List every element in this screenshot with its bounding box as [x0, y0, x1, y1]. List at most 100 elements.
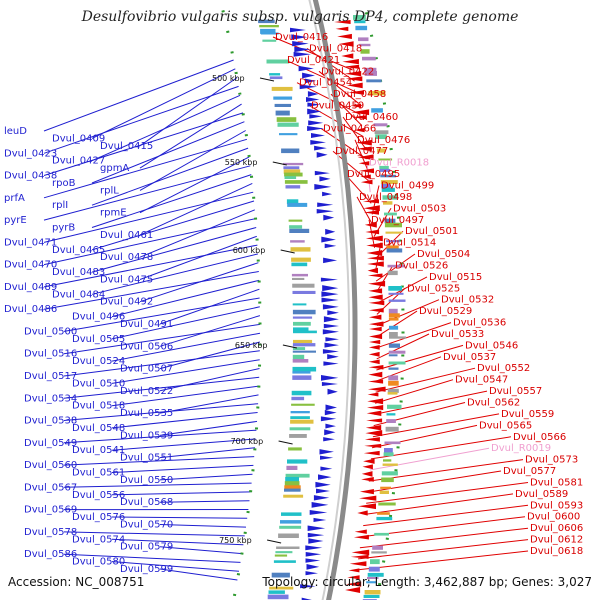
forward-cds-arrow [305, 558, 321, 563]
left-gene-label: Dvul_0522 [120, 386, 173, 397]
reverse-cds-arrow [348, 568, 360, 573]
left-gene-label: Dvul_0580 [72, 557, 125, 568]
left-connector [91, 200, 255, 251]
backbone-arc [312, 0, 358, 600]
left-connector [111, 385, 259, 407]
right-gene-label: Dvul_0532 [441, 295, 494, 306]
inner-analysis-block [292, 290, 316, 294]
inner-analysis-block [279, 133, 298, 136]
forward-cds-arrow [292, 40, 309, 47]
reverse-cds-arrow [364, 222, 377, 228]
outer-analysis-block [380, 174, 397, 178]
outer-analysis-block [379, 490, 389, 494]
forward-cds-arrow [323, 361, 339, 366]
reverse-cds-arrow [345, 76, 363, 82]
right-gene-label: Dvul_0573 [525, 455, 578, 466]
reverse-cds-arrow [352, 115, 367, 120]
tick-label: 550 kbp [225, 158, 258, 167]
inner-analysis-block [291, 262, 308, 267]
reverse-cds-arrow [368, 359, 380, 365]
right-gene-label: Dvul_0537 [443, 352, 496, 363]
forward-cds-arrow [316, 151, 328, 158]
outer-analysis-block [372, 545, 383, 550]
outer-analysis-block [371, 551, 387, 554]
right-gene-label: Dvul_0547 [455, 375, 508, 386]
inner-analysis-block [273, 96, 293, 100]
inner-analysis-block [292, 366, 317, 372]
reverse-cds-arrow [366, 250, 383, 256]
inner-analysis-block [293, 339, 313, 344]
inner-analysis-block [279, 525, 302, 529]
left-connector [111, 412, 258, 429]
inner-analysis-block [284, 172, 303, 177]
left-connector [111, 438, 256, 451]
forward-cds-arrow [322, 349, 339, 354]
left-gene-label: Dvul_0534 [24, 393, 77, 404]
right-connector [376, 344, 464, 371]
reverse-cds-arrow [356, 146, 372, 152]
outer-analysis-block [382, 463, 398, 466]
inner-analysis-block [291, 390, 312, 396]
reverse-cds-arrow [345, 586, 361, 593]
left-gene-label: pyrB [52, 223, 75, 234]
outer-analysis-block [388, 286, 402, 291]
forward-cds-arrow [300, 584, 316, 589]
inner-analysis-block [284, 176, 297, 179]
right-connector [308, 105, 364, 138]
left-gene-label: Dvul_0415 [100, 141, 153, 152]
outer-analysis-block [387, 270, 398, 276]
reverse-cds-arrow [354, 529, 367, 534]
reverse-cds-arrow [367, 386, 386, 392]
outer-analysis-block [370, 559, 380, 565]
forward-cds-arrow [323, 323, 339, 329]
left-gene-label: Dvul_0516 [24, 349, 77, 360]
left-connector [139, 182, 253, 236]
right-connector [374, 390, 488, 415]
outer-analysis-block [386, 419, 396, 423]
outer-analysis-block [354, 20, 366, 24]
reverse-cds-arrow [346, 581, 362, 587]
forward-cds-arrow [316, 208, 334, 214]
right-connector [356, 196, 374, 226]
left-connector [159, 500, 250, 503]
left-gene-label: Dvul_0517 [24, 371, 77, 382]
inner-analysis-block [291, 403, 315, 406]
right-gene-label: Dvul_0454 [299, 78, 352, 89]
forward-cds-arrow [327, 310, 339, 316]
right-gene-label: Dvul_0422 [321, 66, 374, 77]
inner-analysis-block [292, 303, 307, 306]
left-connector [43, 138, 248, 199]
right-connector [344, 173, 372, 204]
forward-cds-arrow [307, 525, 326, 531]
right-gene-label: Dvul_0459 [311, 101, 364, 112]
left-connector [111, 464, 254, 473]
inner-analysis-block [268, 590, 285, 594]
outer-analysis-block [385, 426, 399, 432]
inner-analysis-block [289, 434, 307, 438]
forward-cds-arrow [322, 329, 339, 335]
outer-analysis-block [388, 318, 399, 321]
reverse-cds-arrow [368, 294, 383, 300]
tick-mark [278, 440, 293, 445]
forward-cds-arrow [305, 552, 322, 557]
right-gene-label: Dvul_0566 [513, 432, 566, 443]
reverse-cds-arrow [367, 405, 384, 411]
tick-mark [266, 539, 282, 544]
outer-analysis-block [384, 441, 401, 445]
inner-analysis-block [288, 219, 303, 222]
outer-analysis-block [387, 388, 399, 393]
left-connector [139, 235, 257, 280]
left-connector [63, 429, 257, 444]
forward-cds-arrow [314, 184, 332, 190]
forward-cds-arrow [316, 488, 330, 494]
outer-analysis-block [380, 180, 398, 184]
forward-cds-arrow [324, 243, 337, 249]
forward-cds-arrow [321, 291, 339, 297]
reverse-cds-arrow [368, 371, 383, 378]
left-connector [63, 376, 260, 399]
left-gene-label: Dvul_0484 [52, 289, 105, 300]
outer-analysis-block [378, 158, 393, 161]
right-gene-label: Dvul_0503 [393, 203, 446, 214]
reverse-cds-arrow [366, 410, 382, 416]
left-gene-label: Dvul_0475 [100, 275, 153, 286]
